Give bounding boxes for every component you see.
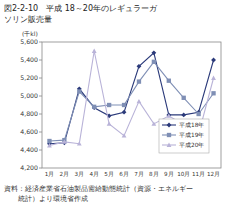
- data-point: [151, 50, 156, 55]
- data-point: [77, 89, 81, 93]
- data-point: [107, 122, 112, 126]
- data-point: [151, 122, 156, 126]
- data-point: [211, 76, 216, 80]
- data-point: [166, 113, 171, 117]
- source-note: 統計）より環境省作成: [18, 195, 88, 203]
- y-tick: [39, 114, 42, 115]
- data-point: [122, 133, 127, 137]
- data-point: [166, 113, 171, 118]
- data-point: [137, 79, 141, 83]
- plot-area: [47, 49, 216, 148]
- y-tick-label: 4,400: [20, 146, 38, 153]
- x-tick-label: 2月: [60, 171, 70, 177]
- x-tick-label: 8月: [149, 171, 159, 177]
- data-point: [107, 103, 111, 107]
- x-tick-label: 3月: [75, 171, 85, 177]
- y-tick: [39, 150, 42, 151]
- y-tick-label: 4,800: [20, 110, 38, 117]
- title: ソリン販売量: [4, 15, 52, 24]
- data-point: [47, 143, 52, 147]
- data-point: [92, 49, 97, 53]
- data-point: [182, 96, 186, 100]
- source-note: 資料：経済産業省石油製品需給動態統計（資源・エネルギー: [4, 185, 193, 193]
- data-point: [92, 105, 96, 109]
- data-point: [196, 112, 200, 116]
- plot-frame: [42, 42, 221, 168]
- y-tick-label: 5,400: [20, 56, 38, 63]
- data-point: [137, 64, 142, 69]
- legend: 平成18年平成19年平成20年: [159, 119, 209, 153]
- data-point: [122, 110, 127, 115]
- title: 図2-2-10 平成 18～20年のレギュラーガ: [4, 4, 158, 13]
- legend-box: [159, 119, 209, 153]
- data-point: [137, 99, 142, 103]
- y-tick: [39, 96, 42, 97]
- series-line: [49, 51, 213, 146]
- y-tick-label: 5,000: [20, 92, 38, 99]
- legend-marker: [167, 143, 172, 147]
- x-tick-label: 1月: [45, 171, 55, 177]
- x-tick-label: 11月: [192, 171, 205, 177]
- data-point: [47, 139, 51, 143]
- y-tick: [39, 132, 42, 133]
- data-point: [122, 103, 126, 107]
- x-tick-label: 9月: [164, 171, 174, 177]
- data-point: [152, 60, 156, 64]
- x-tick-label: 12月: [207, 171, 220, 177]
- y-axis-label: (千kl): [22, 30, 38, 37]
- y-tick: [39, 60, 42, 61]
- data-point: [92, 105, 97, 110]
- y-tick-label: 5,200: [20, 74, 38, 81]
- y-tick-label: 5,600: [20, 38, 38, 45]
- data-point: [62, 140, 67, 144]
- legend-label: 平成20年: [179, 142, 204, 148]
- x-tick-label: 4月: [89, 171, 99, 177]
- y-tick-label: 4,600: [20, 128, 38, 135]
- y-tick-label: 4,200: [20, 164, 38, 171]
- data-point: [167, 79, 171, 83]
- legend-marker: [167, 123, 172, 128]
- data-point: [77, 141, 82, 145]
- x-tick-label: 7月: [134, 171, 144, 177]
- x-tick-label: 5月: [104, 171, 114, 177]
- legend-label: 平成19年: [179, 132, 204, 138]
- data-point: [211, 91, 215, 95]
- y-tick: [39, 78, 42, 79]
- legend-label: 平成18年: [179, 122, 204, 128]
- y-tick: [39, 42, 42, 43]
- data-point: [211, 58, 216, 63]
- legend-marker: [167, 133, 171, 137]
- x-tick-label: 6月: [119, 171, 129, 177]
- y-tick: [39, 168, 42, 169]
- chart: 図2-2-10 平成 18～20年のレギュラーガソリン販売量 (千kl) 4,200…: [0, 0, 229, 210]
- data-point: [181, 113, 186, 118]
- x-tick-label: 10月: [177, 171, 190, 177]
